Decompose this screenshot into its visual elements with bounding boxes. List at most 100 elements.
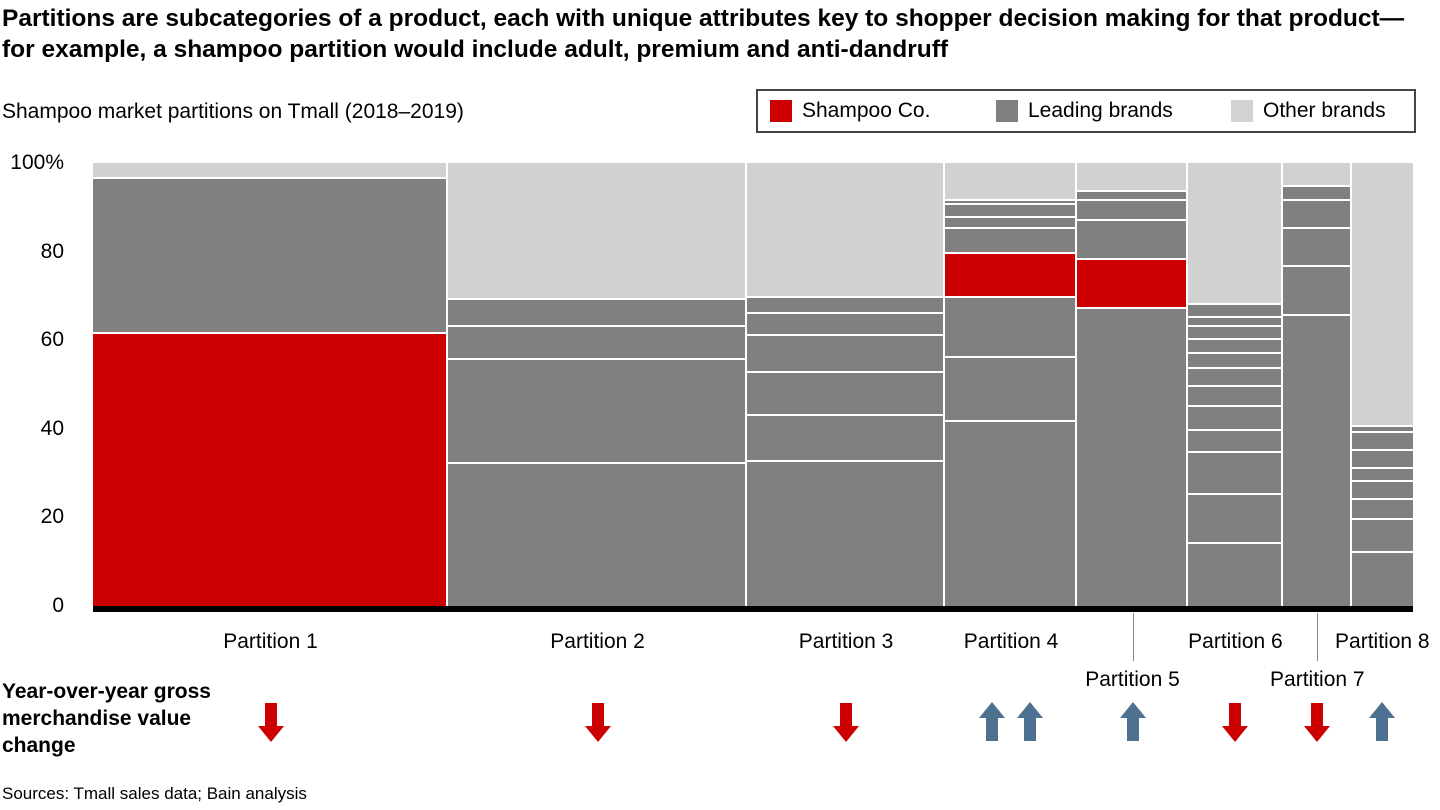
yoy-gmv-label: Year-over-year gross merchandise value c… xyxy=(2,680,211,757)
y-axis-tick-label: 60 xyxy=(40,328,64,352)
y-axis-tick-label: 80 xyxy=(40,239,64,263)
mekko-segment-lead xyxy=(1282,315,1350,606)
mekko-segment-lead xyxy=(1282,200,1350,230)
mekko-segment-lead xyxy=(1077,309,1186,606)
arrow-stem xyxy=(986,717,999,741)
yoy-arrow-down-icon xyxy=(584,702,611,742)
x-axis-label: Partition 2 xyxy=(550,630,645,653)
arrow-head xyxy=(833,726,860,742)
mekko-segment-lead xyxy=(1187,495,1281,544)
arrow-head xyxy=(1222,726,1249,742)
mekko-segment-co xyxy=(93,333,447,606)
mekko-segment-other xyxy=(1187,163,1281,305)
mekko-column xyxy=(448,163,748,606)
mekko-segment-lead xyxy=(747,335,944,374)
mekko-column xyxy=(747,163,946,606)
mekko-segment-lead xyxy=(1077,220,1186,261)
arrow-stem xyxy=(264,703,277,727)
mekko-column xyxy=(1077,163,1188,606)
arrow-head xyxy=(257,726,284,742)
mekko-segment-lead xyxy=(1077,200,1186,221)
mekko-segment-lead xyxy=(448,300,746,327)
chart-headline: Partitions are subcategories of a produc… xyxy=(2,5,1405,63)
mekko-segment-lead xyxy=(747,313,944,336)
mekko-segment-lead xyxy=(1187,453,1281,496)
mekko-segment-lead xyxy=(1077,191,1186,201)
mekko-segment-lead xyxy=(448,464,746,606)
arrow-stem xyxy=(1311,703,1324,727)
yoy-arrow-down-icon xyxy=(833,702,860,742)
x-axis-leader-line xyxy=(1317,613,1319,661)
mekko-segment-co xyxy=(945,253,1076,299)
mekko-segment-other xyxy=(93,163,447,179)
legend-item: Shampoo Co. xyxy=(770,91,930,131)
arrow-stem xyxy=(1126,717,1139,741)
mekko-segment-other xyxy=(448,163,746,301)
mekko-segment-lead xyxy=(747,298,944,314)
arrow-head xyxy=(1369,702,1396,718)
arrow-stem xyxy=(591,703,604,727)
y-axis: 100% 80 60 40 20 0 xyxy=(0,151,64,617)
mekko-plot xyxy=(93,163,1413,606)
mekko-segment-lead xyxy=(1282,229,1350,268)
y-axis-tick-label: 40 xyxy=(40,416,64,440)
x-axis-leader-line xyxy=(1132,613,1134,661)
mekko-segment-lead xyxy=(93,178,447,334)
x-axis-label: Partition 3 xyxy=(798,630,894,653)
y-axis-tick-label: 0 xyxy=(52,594,64,617)
mekko-segment-lead xyxy=(1351,426,1413,434)
mekko-segment-lead xyxy=(1282,187,1350,201)
mekko-segment-lead xyxy=(747,373,944,416)
arrow-head xyxy=(1017,702,1044,718)
mekko-segment-lead xyxy=(1351,450,1413,469)
mekko-segment-lead xyxy=(747,462,944,606)
mekko-segment-lead xyxy=(1351,519,1413,553)
x-axis-line xyxy=(93,606,1413,612)
mekko-segment-lead xyxy=(1187,340,1281,354)
mekko-segment-lead xyxy=(1187,318,1281,327)
mekko-column xyxy=(945,163,1078,606)
mekko-segment-lead xyxy=(945,357,1076,423)
mekko-segment-lead xyxy=(1351,433,1413,451)
arrow-stem xyxy=(1024,717,1037,741)
mekko-segment-lead xyxy=(1187,386,1281,407)
arrow-head xyxy=(979,702,1006,718)
arrow-stem xyxy=(840,703,853,727)
legend-item: Other brands xyxy=(1231,91,1386,131)
mekko-segment-co xyxy=(1077,260,1186,310)
chart-subtitle: Shampoo market partitions on Tmall (2018… xyxy=(2,100,464,123)
legend-label: Shampoo Co. xyxy=(802,99,931,122)
arrow-stem xyxy=(1229,703,1242,727)
legend-swatch-icon xyxy=(770,100,792,122)
legend-item: Leading brands xyxy=(996,91,1173,131)
mekko-segment-other xyxy=(1282,163,1350,188)
mekko-segment-lead xyxy=(945,229,1076,254)
mekko-segment-lead xyxy=(945,298,1076,358)
mekko-segment-lead xyxy=(1351,499,1413,520)
yoy-arrow-down-icon xyxy=(1222,702,1249,742)
mekko-segment-lead xyxy=(448,326,746,361)
mekko-segment-other xyxy=(945,163,1076,201)
mekko-segment-lead xyxy=(1187,353,1281,369)
yoy-arrow-down-icon xyxy=(1304,702,1331,742)
yoy-arrow-up-icon xyxy=(1369,702,1396,742)
mekko-segment-lead xyxy=(1187,543,1281,606)
mekko-segment-lead xyxy=(1282,267,1350,316)
arrow-stem xyxy=(1376,717,1389,741)
mekko-segment-other xyxy=(747,163,944,299)
mekko-segment-lead xyxy=(945,205,1076,219)
mekko-segment-lead xyxy=(1351,552,1413,606)
arrow-head xyxy=(1304,726,1331,742)
mekko-column xyxy=(1351,163,1413,606)
mekko-column xyxy=(1187,163,1283,606)
mekko-column xyxy=(93,163,449,606)
y-axis-tick-label: 20 xyxy=(40,505,64,529)
legend-swatch-icon xyxy=(996,100,1018,122)
yoy-arrow-up-icon xyxy=(979,702,1006,742)
legend-label: Other brands xyxy=(1263,99,1386,122)
mekko-segment-lead xyxy=(1351,468,1413,482)
arrow-head xyxy=(584,726,611,742)
x-axis-label: Partition 7 xyxy=(1270,668,1365,691)
mekko-segment-lead xyxy=(945,200,1076,206)
